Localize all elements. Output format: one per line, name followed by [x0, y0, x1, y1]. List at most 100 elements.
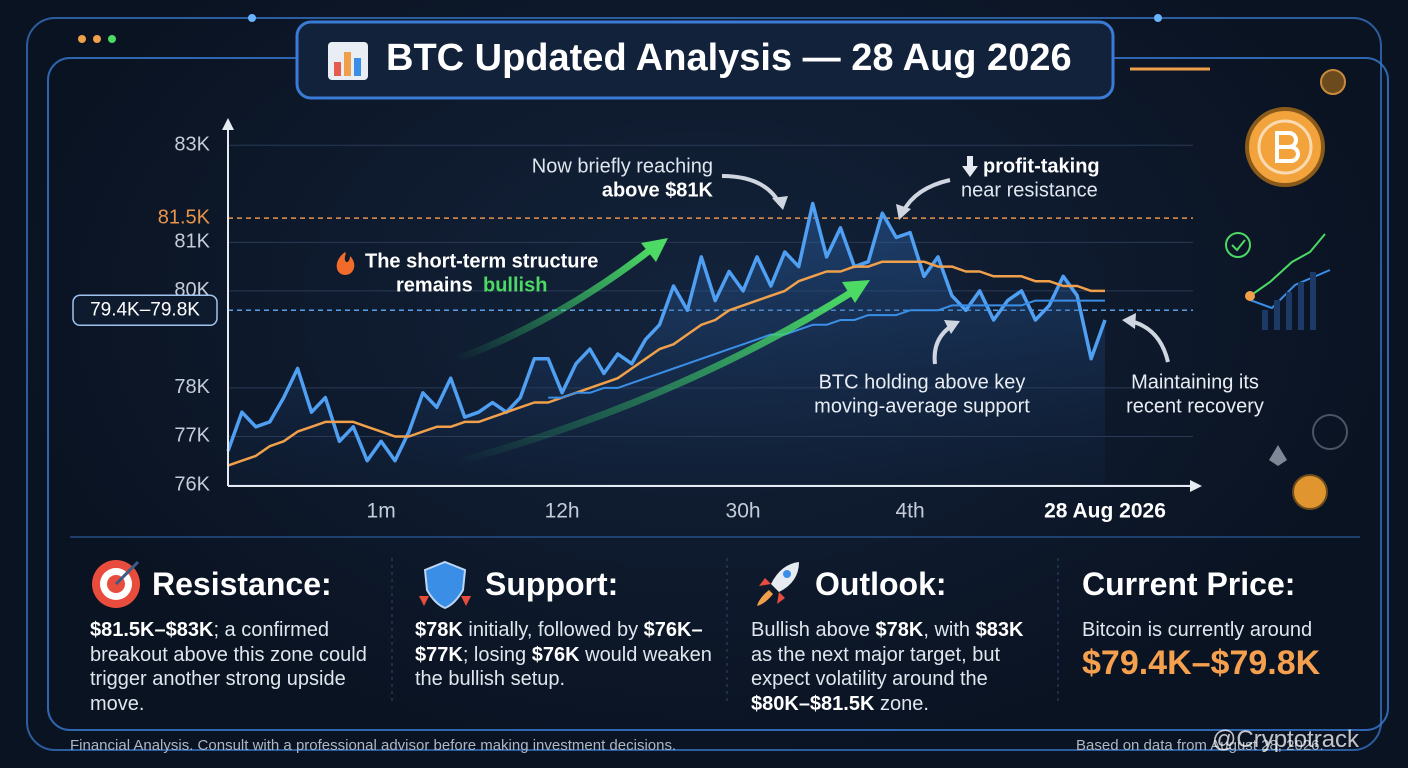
body-text: Bullish above: [751, 619, 876, 641]
annotation: profit-taking: [983, 155, 1100, 177]
body-text: $76K–$77K: [415, 619, 703, 666]
trend-arrow: [453, 247, 653, 364]
target-icon: [92, 560, 140, 608]
moving-average-line: [227, 260, 1105, 467]
panel-heading: Support:: [485, 565, 619, 602]
outer-frame: [26, 17, 1382, 751]
title-box: [295, 20, 1115, 100]
y-axis-arrow: [222, 118, 234, 130]
body-text: as the next major target, but expect vol…: [751, 643, 1001, 691]
callout-arrowhead: [944, 320, 960, 334]
eth-icon: [1269, 445, 1287, 466]
panel: Resistance: $81.5K–$83K; a confirmed bre…: [90, 556, 380, 716]
trend-arrow-head: [842, 280, 870, 303]
x-tick-label: 4th: [896, 500, 925, 523]
coin: [1320, 69, 1346, 95]
trend-arrow-head: [641, 238, 668, 262]
y-tick-label: 83K: [174, 134, 210, 156]
callout-arrowhead: [1122, 313, 1136, 329]
frame-dot: [1154, 14, 1162, 22]
panel: Current Price: Bitcoin is currently arou…: [1082, 556, 1362, 682]
x-tick-label: 28 Aug 2026: [1044, 500, 1166, 523]
title: BTC Updated Analysis — 28 Aug 2026: [386, 37, 1072, 79]
watermark: @Cryptotrack: [1212, 726, 1360, 753]
panel-heading: Resistance:: [152, 565, 332, 602]
annotation-highlight: bullish: [483, 274, 547, 296]
dot: [108, 35, 116, 43]
panel-body: $78K initially, followed by $76K–$77K; l…: [415, 618, 720, 692]
rocket-icon: [757, 562, 799, 606]
reference-label: 79.4K–79.8K: [90, 299, 200, 320]
panel-body: $81.5K–$83K; a confirmed breakout above …: [90, 618, 380, 716]
x-tick-label: 1m: [367, 500, 396, 523]
price-area: [228, 203, 1105, 485]
x-tick-label: 12h: [545, 500, 580, 523]
mini-bars: [1262, 272, 1316, 330]
annotation: remains: [396, 274, 473, 296]
mini-chart: [1249, 233, 1326, 297]
down-arrow-icon: [962, 156, 978, 177]
panel: Outlook: Bullish above $78K, with $83K a…: [751, 556, 1046, 716]
annotation: near resistance: [961, 179, 1098, 201]
callout-arrowhead: [896, 204, 911, 220]
annotation: The short-term structure: [365, 250, 598, 272]
callout-arrow: [901, 178, 951, 213]
body-text: $80K–$81.5K: [751, 692, 875, 715]
callout-arrow: [721, 174, 782, 206]
body-text: $76K: [531, 643, 580, 666]
bitcoin-coin-ring: [1257, 119, 1313, 175]
y-tick-label: 81K: [174, 231, 210, 253]
body-text: $81.5K–$83K: [90, 619, 214, 641]
y-tick-label: 78K: [174, 376, 210, 398]
body-text: zone.: [874, 692, 929, 715]
body-text: would weaken the bullish setup.: [415, 643, 712, 691]
y-tick-label: 76K: [174, 473, 210, 495]
disclaimer: Financial Analysis. Consult with a profe…: [70, 737, 677, 754]
annotation: Maintaining its: [1131, 371, 1259, 393]
callout-arrowhead: [772, 196, 788, 210]
data-source: Based on data from August 28, 2026.: [1076, 737, 1324, 754]
dot: [78, 35, 86, 43]
trend-arrow: [457, 289, 854, 466]
body-text: initially, followed by: [462, 619, 644, 641]
mini-dot: [1245, 291, 1255, 301]
price-line: [226, 201, 1107, 463]
check-icon: [1225, 232, 1251, 258]
current-price: $79.4K–$79.8K: [1082, 643, 1321, 682]
annotation: Now briefly reaching: [532, 155, 713, 177]
fire-icon: [336, 252, 355, 275]
panel-heading: Current Price:: [1082, 565, 1296, 602]
body-text: $78K: [875, 619, 924, 641]
x-tick-label: 30h: [726, 500, 761, 523]
bitcoin-symbol: [1275, 131, 1300, 163]
frame-dot: [248, 14, 256, 22]
body-text: ; losing: [462, 643, 532, 666]
body-text: $78K: [415, 619, 463, 641]
y-tick-label: 77K: [174, 425, 210, 447]
panel-body: Bullish above $78K, with $83K as the nex…: [751, 618, 1046, 716]
title-icon: [328, 42, 368, 80]
coin: [1312, 414, 1348, 450]
annotation: recent recovery: [1126, 395, 1264, 417]
reference-label-box: [72, 294, 218, 327]
panel-heading: Outlook:: [815, 565, 947, 602]
dot: [93, 35, 101, 43]
annotation: BTC holding above key: [819, 371, 1026, 393]
panel: Support: $78K initially, followed by $76…: [415, 556, 720, 692]
coin: [1292, 474, 1328, 510]
x-axis-arrow: [1190, 480, 1202, 492]
shield-icon: [419, 560, 471, 610]
callout-arrow: [1129, 319, 1170, 363]
body-text: ; a confirmed breakout above this zone c…: [90, 619, 367, 715]
moving-average-line: [548, 299, 1105, 399]
annotation: above $81K: [602, 179, 714, 201]
body-text: , with: [923, 619, 976, 641]
panel-body: Bitcoin is currently around: [1082, 618, 1362, 643]
annotation: moving-average support: [814, 395, 1030, 417]
body-text: $83K: [975, 619, 1024, 641]
body-text: Bitcoin is currently around: [1082, 619, 1313, 641]
reference-label: 81.5K: [158, 206, 211, 228]
